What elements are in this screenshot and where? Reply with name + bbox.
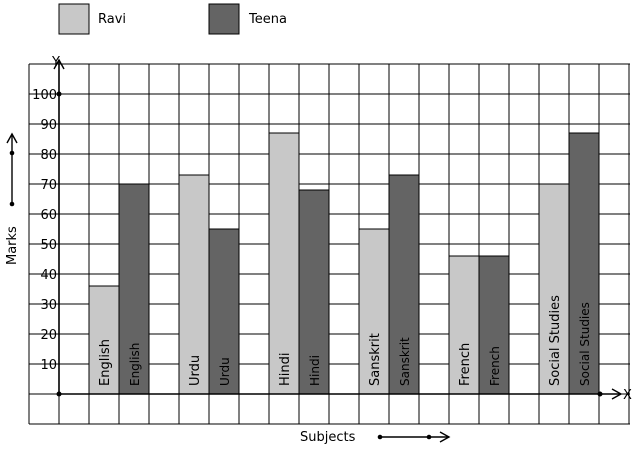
- y-tick-label: 10: [40, 358, 57, 373]
- y-tick-label: 60: [40, 208, 57, 223]
- x-axis-letter: X: [623, 388, 632, 403]
- bar-ravi: [88, 285, 120, 395]
- axis-end-dot: [597, 391, 603, 397]
- bar-label: French: [488, 346, 502, 386]
- bar-ravi: [538, 183, 570, 395]
- bar-label: English: [128, 343, 142, 386]
- y-tick-label: 100: [32, 88, 57, 103]
- bar-teena: [208, 228, 240, 395]
- bar-label: Urdu: [218, 357, 232, 386]
- y-tick-label: 70: [40, 178, 57, 193]
- bar-label: English: [98, 339, 113, 386]
- bar-teena: [118, 183, 150, 395]
- x-axis-arrow-icon: [611, 388, 623, 400]
- y-tick-label: 80: [40, 148, 57, 163]
- bar-label: Social Studies: [548, 295, 563, 386]
- arrow-dot: [377, 434, 383, 440]
- bar-teena: [478, 255, 510, 395]
- bars: [88, 132, 600, 395]
- bar-label: French: [458, 343, 473, 386]
- y-tick-label: 20: [40, 328, 57, 343]
- labels: English English Urdu Urdu Hindi Hindi Sanskrit…: [5, 55, 632, 445]
- legend-label-teena: Teena: [248, 12, 287, 27]
- bar-label: Sanskrit: [398, 337, 412, 386]
- y-title-arrow-icon: [6, 132, 18, 144]
- bar-ravi: [268, 132, 300, 395]
- legend: Ravi Teena: [58, 3, 287, 35]
- bar-label: Urdu: [188, 355, 203, 386]
- legend-swatch-teena: [208, 3, 240, 35]
- bar-teena: [388, 174, 420, 395]
- y-axis-letter: Y: [51, 55, 60, 70]
- origin-dot: [56, 391, 62, 397]
- y-axis-arrow-icon: [53, 58, 65, 70]
- y-tick-label: 50: [40, 238, 57, 253]
- arrow-dot: [9, 201, 15, 207]
- y-axis-title: Marks: [5, 226, 20, 265]
- legend-swatch-ravi: [58, 3, 90, 35]
- axis-end-dot: [56, 91, 62, 97]
- legend-label-ravi: Ravi: [98, 12, 126, 27]
- x-axis-title: Subjects: [300, 430, 356, 445]
- arrow-dot: [9, 150, 15, 156]
- bar-label: Hindi: [278, 353, 293, 387]
- bar-label: Hindi: [308, 355, 322, 386]
- x-title-arrow-icon: [439, 431, 451, 443]
- bar-teena: [568, 132, 600, 395]
- bar-label: Social Studies: [578, 302, 592, 386]
- bar-teena: [298, 189, 330, 395]
- bar-label: Sanskrit: [368, 333, 383, 386]
- bar-ravi: [448, 255, 480, 395]
- y-tick-label: 90: [40, 118, 57, 133]
- y-tick-label: 40: [40, 268, 57, 283]
- y-tick-label: 30: [40, 298, 57, 313]
- arrow-dot: [426, 434, 432, 440]
- axes: [53, 58, 623, 400]
